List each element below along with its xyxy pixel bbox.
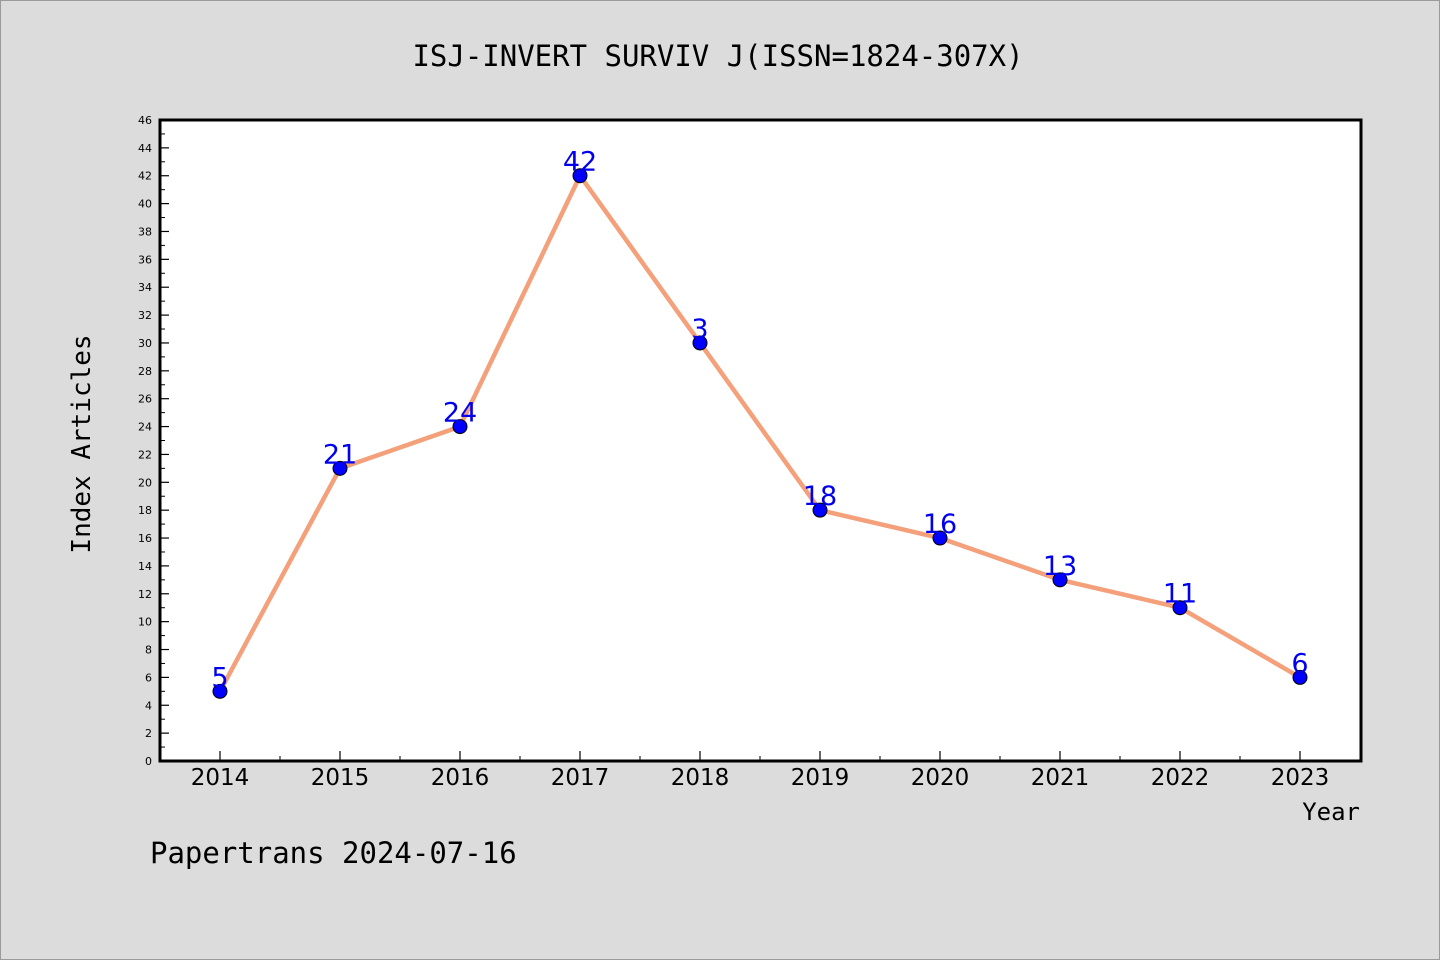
data-point (572, 168, 588, 184)
data-label: 11 (1163, 579, 1197, 610)
data-label: 18 (803, 481, 837, 512)
data-point (1052, 572, 1068, 588)
x-axis: 2014 2015 2016 2017 2018 2019 2020 2021 2022 2023 (191, 751, 1330, 791)
data-label: 5 (211, 662, 228, 693)
series-line (218, 173, 1302, 693)
data-label: 24 (443, 398, 477, 429)
data-label: 3 (691, 314, 708, 345)
y-tick-label: 4 (145, 699, 152, 712)
y-tick-label: 44 (138, 142, 152, 155)
y-tick-label: 26 (138, 393, 152, 406)
data-label: 13 (1043, 551, 1077, 582)
y-tick-label: 0 (145, 755, 152, 768)
y-tick-label: 32 (138, 309, 152, 322)
y-tick-label: 36 (138, 253, 152, 266)
x-tick-label: 2019 (791, 765, 850, 791)
y-tick-label: 12 (138, 588, 152, 601)
x-tick-label: 2015 (311, 765, 370, 791)
data-point (212, 683, 228, 699)
data-point (452, 419, 468, 435)
y-tick-label: 20 (138, 476, 152, 489)
x-tick-label: 2014 (191, 765, 250, 791)
y-tick-label: 2 (145, 727, 152, 740)
y-tick-label: 30 (138, 337, 152, 350)
data-point (932, 530, 948, 546)
x-tick-label: 2018 (671, 765, 730, 791)
series-line-group: 5 21 24 42 3 18 16 13 11 6 (211, 147, 1309, 699)
x-tick-label: 2021 (1031, 765, 1090, 791)
x-tick-label: 2017 (551, 765, 610, 791)
y-tick-label: 8 (145, 644, 152, 657)
plot-area (158, 118, 1363, 763)
y-tick-label: 42 (138, 170, 152, 183)
data-label: 16 (923, 509, 957, 540)
y-axis: 0246810121416182022242628303234363840424… (138, 114, 169, 768)
y-tick-label: 18 (138, 504, 152, 517)
data-point (1172, 600, 1188, 616)
data-point (1292, 669, 1308, 685)
data-point (812, 502, 828, 518)
y-tick-label: 40 (138, 198, 152, 211)
data-label: 6 (1291, 648, 1308, 679)
data-label: 21 (323, 439, 357, 470)
y-tick-label: 16 (138, 532, 152, 545)
y-tick-label: 10 (138, 616, 152, 629)
y-tick-label: 14 (138, 560, 152, 573)
chart-title: ISJ-INVERT SURVIV J(ISSN=1824-307X) (412, 39, 1023, 73)
data-point (692, 335, 708, 351)
footer-source-date: Papertrans 2024-07-16 (150, 836, 517, 870)
y-tick-label: 38 (138, 225, 152, 238)
y-axis-label: Index Articles (67, 334, 97, 553)
y-tick-label: 34 (138, 281, 152, 294)
y-tick-label: 24 (138, 421, 152, 434)
y-tick-label: 6 (145, 671, 152, 684)
x-tick-label: 2020 (911, 765, 970, 791)
y-tick-label: 28 (138, 365, 152, 378)
x-tick-label: 2022 (1151, 765, 1210, 791)
y-tick-label: 22 (138, 448, 152, 461)
x-tick-label: 2023 (1271, 765, 1330, 791)
x-tick-label: 2016 (431, 765, 490, 791)
data-label: 42 (563, 147, 597, 178)
data-point (332, 460, 348, 476)
x-axis-label: Year (1302, 798, 1360, 826)
y-tick-label: 46 (138, 114, 152, 127)
